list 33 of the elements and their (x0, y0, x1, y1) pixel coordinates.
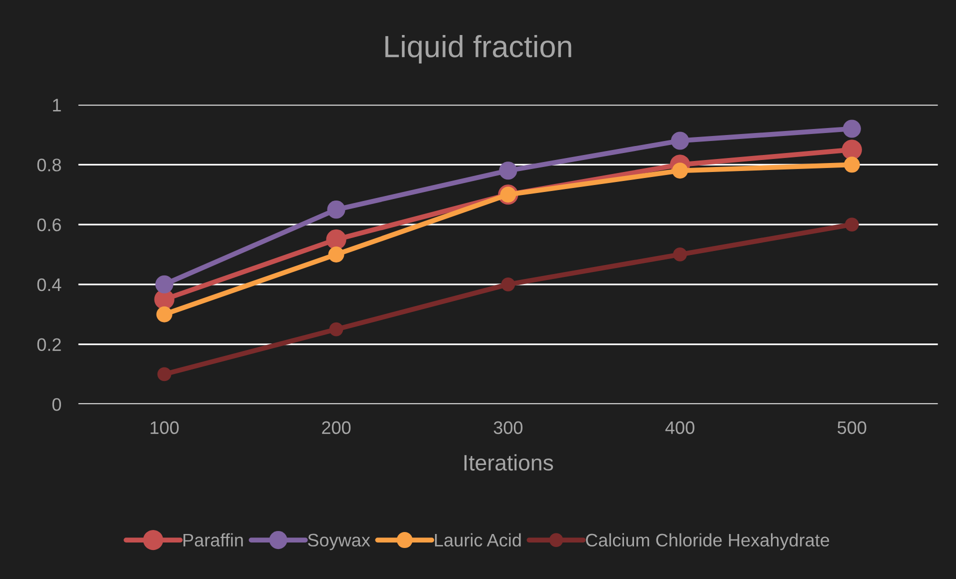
chart-title: Liquid fraction (385, 34, 572, 64)
y-tick-label: 0.2 (37, 338, 61, 351)
point (499, 162, 518, 180)
point (155, 275, 174, 294)
y-tick-label: 1 (53, 98, 61, 112)
legend-label: Soywax (308, 534, 370, 550)
y-tick-label: 0.8 (37, 158, 61, 172)
x-tick-label: 100 (150, 421, 179, 434)
point (672, 162, 688, 179)
legend-label: Calcium Chloride Hexahydrate (586, 533, 830, 550)
x-axis-title: Iterations (464, 454, 554, 471)
x-tick-label: 300 (494, 421, 522, 434)
point (844, 156, 860, 173)
y-tick-label: 0.6 (37, 218, 61, 232)
x-tick-label: 500 (838, 421, 866, 434)
y-tick-label: 0 (52, 398, 62, 411)
point (844, 218, 859, 232)
point (326, 229, 346, 250)
point (327, 200, 346, 219)
x-tick-label: 400 (665, 421, 694, 434)
point (673, 248, 687, 262)
y-tick-label: 0.4 (37, 278, 62, 292)
legend-label: Paraffin (184, 533, 243, 547)
point (670, 132, 690, 150)
point (501, 277, 516, 292)
point (156, 306, 172, 322)
point (842, 140, 862, 160)
point (329, 322, 344, 336)
legend-label: Lauric Acid (435, 533, 521, 547)
point (157, 367, 172, 382)
point (328, 246, 344, 262)
point (842, 120, 861, 138)
x-tick-label: 200 (322, 421, 351, 434)
